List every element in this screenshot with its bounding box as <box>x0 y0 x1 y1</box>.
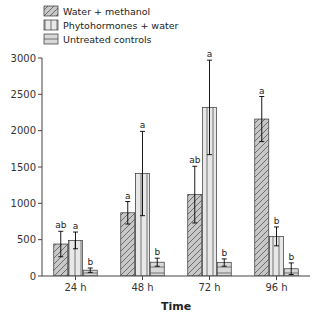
annotation: b <box>154 247 160 257</box>
y-tick-label: 0 <box>30 271 36 282</box>
chart: 050010001500200025003000abaabaaaabbbbb24… <box>0 0 320 320</box>
chart-container: 050010001500200025003000abaabaaaabbbbb24… <box>0 0 320 320</box>
y-tick-label: 3000 <box>11 53 36 64</box>
annotation: b <box>221 248 227 258</box>
annotation: ab <box>189 155 201 165</box>
annotation: a <box>125 191 131 201</box>
y-axis <box>42 58 43 276</box>
y-tick <box>38 130 42 131</box>
plot-area <box>54 60 298 276</box>
y-tick <box>38 276 42 277</box>
error-bar <box>88 268 93 272</box>
legend: Water + methanol Phytohormones + water Unt… <box>44 6 179 45</box>
annotation: a <box>207 49 213 59</box>
legend-swatch <box>44 34 58 44</box>
y-tick-label: 2000 <box>11 125 36 136</box>
y-tick <box>38 167 42 168</box>
annotation: a <box>259 86 265 96</box>
x-tick-label: 24 h <box>64 282 86 293</box>
legend-label: Water + methanol <box>63 6 150 17</box>
error-bar <box>125 202 130 225</box>
y-tick <box>38 239 42 240</box>
error-bar <box>192 166 197 223</box>
error-bar <box>140 131 145 215</box>
annotation: b <box>288 252 294 262</box>
error-bar <box>207 60 212 154</box>
x-tick-label: 96 h <box>265 282 287 293</box>
x-tick <box>75 276 76 280</box>
legend-swatch <box>44 20 58 30</box>
y-tick <box>38 58 42 59</box>
error-bar <box>73 232 78 249</box>
annotation: b <box>87 257 93 267</box>
error-bar <box>289 263 294 275</box>
annotation: a <box>73 221 79 231</box>
bar <box>255 119 269 276</box>
x-tick-label: 72 h <box>198 282 220 293</box>
x-tick <box>276 276 277 280</box>
annotation: ab <box>55 220 67 230</box>
y-tick <box>38 203 42 204</box>
y-tick-label: 1500 <box>11 162 36 173</box>
x-axis-label: Time <box>161 300 191 313</box>
x-tick-label: 48 h <box>131 282 153 293</box>
y-tick-label: 500 <box>17 234 36 245</box>
legend-swatch <box>44 6 58 16</box>
annotation: b <box>274 216 280 226</box>
legend-label: Untreated controls <box>63 34 152 45</box>
error-bar <box>274 227 279 246</box>
annotation: a <box>140 120 146 130</box>
error-bar <box>155 258 160 266</box>
y-tick-label: 2500 <box>11 89 36 100</box>
legend-label: Phytohormones + water <box>63 20 179 31</box>
y-tick <box>38 94 42 95</box>
x-tick <box>142 276 143 280</box>
y-tick-label: 1000 <box>11 198 36 209</box>
error-bar <box>259 97 264 142</box>
x-tick <box>209 276 210 280</box>
error-bar <box>58 231 63 256</box>
error-bar <box>222 259 227 266</box>
x-axis <box>42 276 310 277</box>
